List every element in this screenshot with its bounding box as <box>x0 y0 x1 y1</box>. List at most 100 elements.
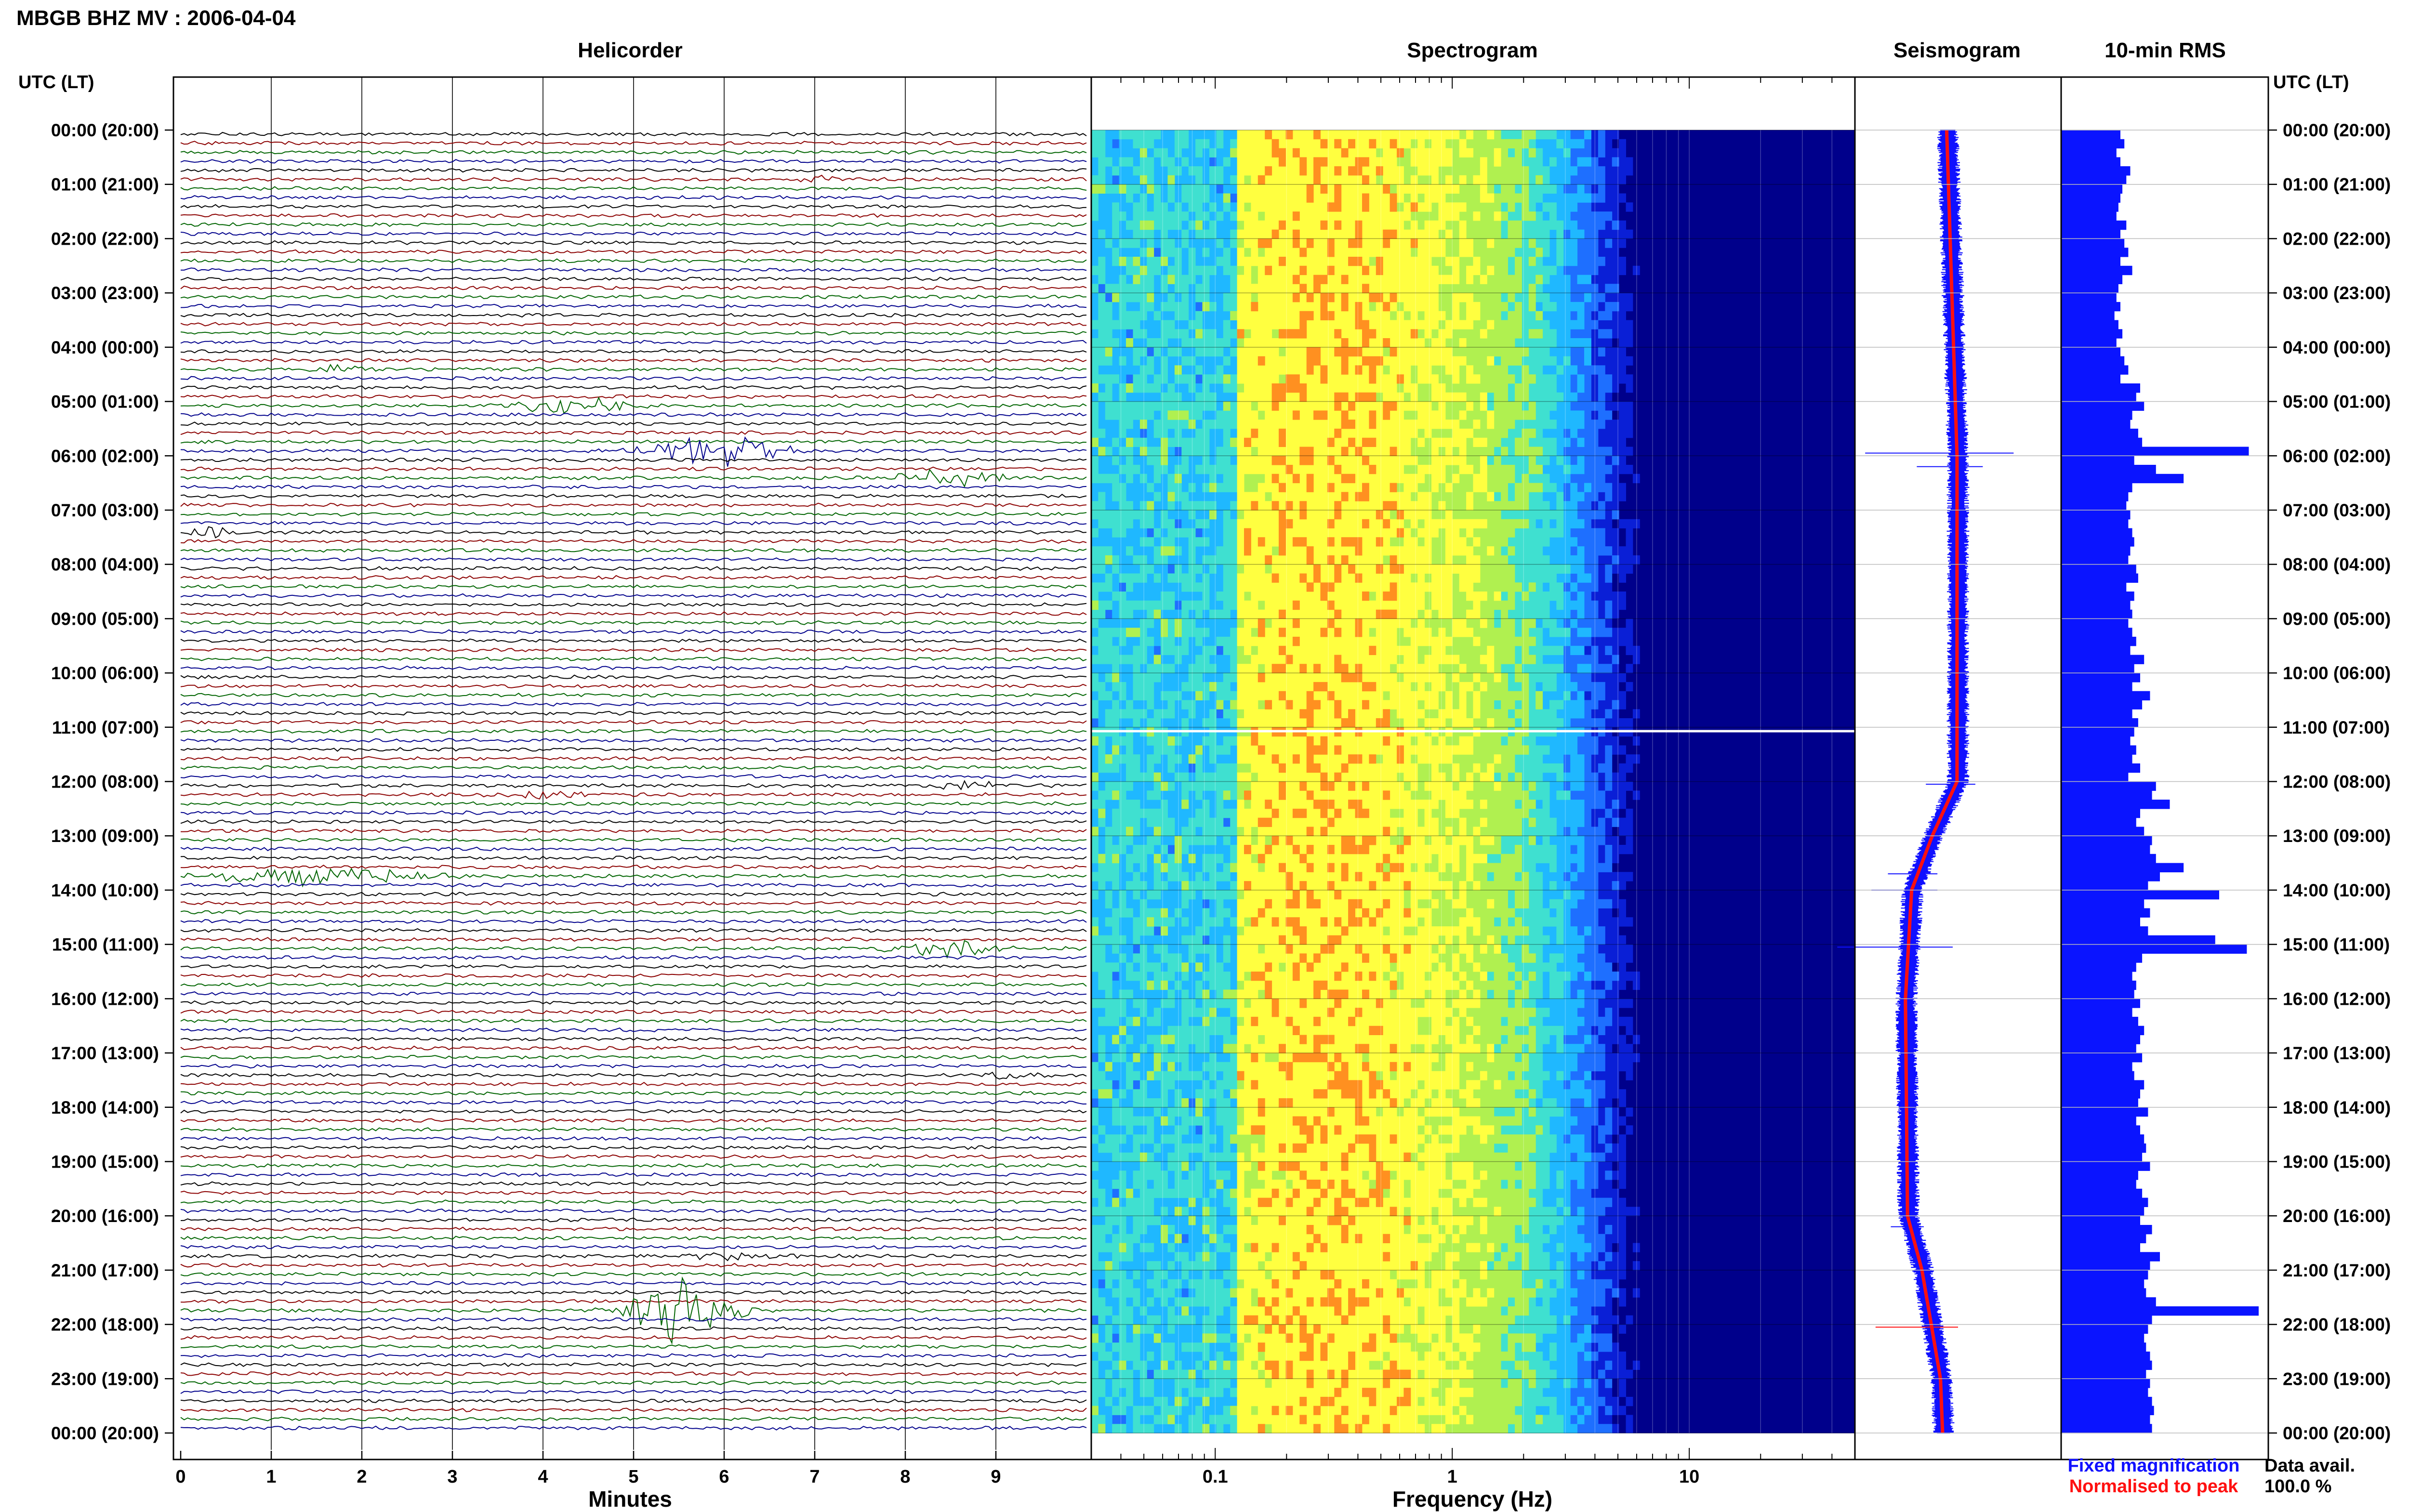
minute-tick-label: 4 <box>538 1467 548 1487</box>
helicorder-trace <box>180 1064 1087 1069</box>
rms-bar <box>2061 618 2129 628</box>
rms-bar <box>2061 437 2143 447</box>
helicorder-trace <box>180 1245 1087 1249</box>
helicorder-trace <box>180 468 1087 488</box>
rms-bar <box>2061 1035 2140 1044</box>
helicorder-trace <box>180 521 1087 526</box>
rms-bar <box>2061 718 2138 728</box>
helicorder-trace <box>180 340 1087 345</box>
helicorder-trace <box>180 991 1087 996</box>
helicorder-trace <box>180 937 1087 942</box>
helicorder-trace <box>180 1163 1087 1168</box>
time-tick-label-left: 03:00 (23:00) <box>51 283 159 303</box>
helicorder-trace <box>180 195 1087 200</box>
helicorder-trace <box>180 502 1087 508</box>
helicorder-trace <box>180 174 1087 183</box>
time-tick-label-left: 23:00 (19:00) <box>51 1369 159 1389</box>
rms-bar <box>2061 772 2129 782</box>
helicorder-trace <box>180 774 1087 779</box>
time-tick-label-left: 04:00 (00:00) <box>51 338 159 357</box>
data-avail-label: Data avail. <box>2264 1456 2355 1476</box>
rms-bar <box>2061 1379 2150 1388</box>
rms-bar <box>2061 528 2132 538</box>
minute-tick-label: 1 <box>266 1467 276 1487</box>
helicorder-trace <box>180 1136 1087 1141</box>
helicorder-trace <box>180 919 1087 924</box>
time-tick-label-left: 10:00 (06:00) <box>51 663 159 683</box>
spectrogram-band-4 <box>1091 130 1571 1433</box>
time-axis-label-right: UTC (LT) <box>2273 72 2349 92</box>
frequency-tick-label: 0.1 <box>1203 1467 1228 1487</box>
helicorder-trace <box>180 421 1087 426</box>
rms-bar <box>2061 1342 2146 1352</box>
helicorder-trace <box>180 358 1087 363</box>
panel-frames <box>172 76 2269 1460</box>
helicorder-trace <box>180 1326 1087 1331</box>
helicorder-trace <box>180 1027 1087 1033</box>
helicorder-trace <box>180 394 1087 399</box>
time-tick-label-left: 16:00 (12:00) <box>51 989 159 1009</box>
time-tick-label-right: 10:00 (06:00) <box>2283 663 2391 683</box>
time-tick-label-left: 21:00 (17:00) <box>51 1261 159 1280</box>
rms-bar <box>2061 1216 2140 1225</box>
rms-bar <box>2061 881 2148 891</box>
rms-bar <box>2061 890 2219 900</box>
helicorder-title: Helicorder <box>578 39 683 62</box>
rms-bar <box>2061 555 2129 565</box>
helicorder-trace <box>180 693 1087 697</box>
minute-tick-label: 2 <box>357 1467 367 1487</box>
rms-bar <box>2061 1297 2156 1307</box>
helicorder-trace <box>180 436 1087 467</box>
time-tick-label-left: 18:00 (14:00) <box>51 1098 159 1118</box>
rms-bar <box>2061 1026 2144 1036</box>
time-tick-label-right: 12:00 (08:00) <box>2283 772 2391 792</box>
helicorder-trace <box>180 765 1087 770</box>
rms-bar <box>2061 1252 2160 1262</box>
time-tick-label-left: 13:00 (09:00) <box>51 826 159 846</box>
helicorder-trace <box>180 1009 1087 1014</box>
helicorder-trace <box>180 1289 1087 1295</box>
helicorder-trace <box>180 892 1087 897</box>
helicorder-trace <box>180 611 1087 617</box>
rms-bar <box>2061 1188 2143 1198</box>
time-tick-label-right: 05:00 (01:00) <box>2283 392 2391 412</box>
helicorder-trace <box>180 1154 1087 1159</box>
rms-bar <box>2061 447 2249 456</box>
rms-bar <box>2061 1053 2143 1063</box>
time-tick-label-left: 12:00 (08:00) <box>51 772 159 792</box>
helicorder-trace <box>180 1262 1087 1268</box>
rms-bar <box>2061 1197 2148 1207</box>
rms-bar <box>2061 338 2117 348</box>
rms-bar <box>2061 800 2170 809</box>
helicorder-trace <box>180 364 1087 373</box>
helicorder-trace <box>180 1045 1087 1051</box>
helicorder-trace <box>180 910 1087 915</box>
rms-bar <box>2061 592 2134 601</box>
rms-bar <box>2061 211 2117 221</box>
helicorder-trace <box>180 557 1087 562</box>
helicorder-trace <box>180 303 1087 309</box>
rms-bar <box>2061 456 2134 465</box>
rms-bar <box>2061 935 2215 945</box>
helicorder-trace <box>180 231 1087 236</box>
rms-bar <box>2061 1243 2140 1252</box>
helicorder-trace <box>180 1100 1087 1105</box>
helicorder-trace <box>180 575 1087 580</box>
seismogram-title: Seismogram <box>1893 39 2021 62</box>
helicorder-trace <box>180 1081 1087 1087</box>
helicorder-trace <box>180 258 1087 263</box>
rms-bar <box>2061 1324 2148 1334</box>
helicorder-trace <box>181 828 1087 833</box>
helicorder-panel <box>180 77 1087 1450</box>
rms-bar <box>2061 1279 2144 1289</box>
time-tick-label-right: 16:00 (12:00) <box>2283 989 2391 1009</box>
helicorder-trace <box>180 1127 1087 1132</box>
helicorder-trace <box>180 276 1087 281</box>
helicorder-trace <box>180 1281 1087 1286</box>
time-tick-label-left: 08:00 (04:00) <box>51 555 159 575</box>
helicorder-trace <box>180 1036 1087 1041</box>
helicorder-trace <box>180 955 1087 960</box>
minute-tick-label: 9 <box>991 1467 1001 1487</box>
helicorder-trace <box>180 620 1087 625</box>
rms-bar <box>2061 827 2144 836</box>
